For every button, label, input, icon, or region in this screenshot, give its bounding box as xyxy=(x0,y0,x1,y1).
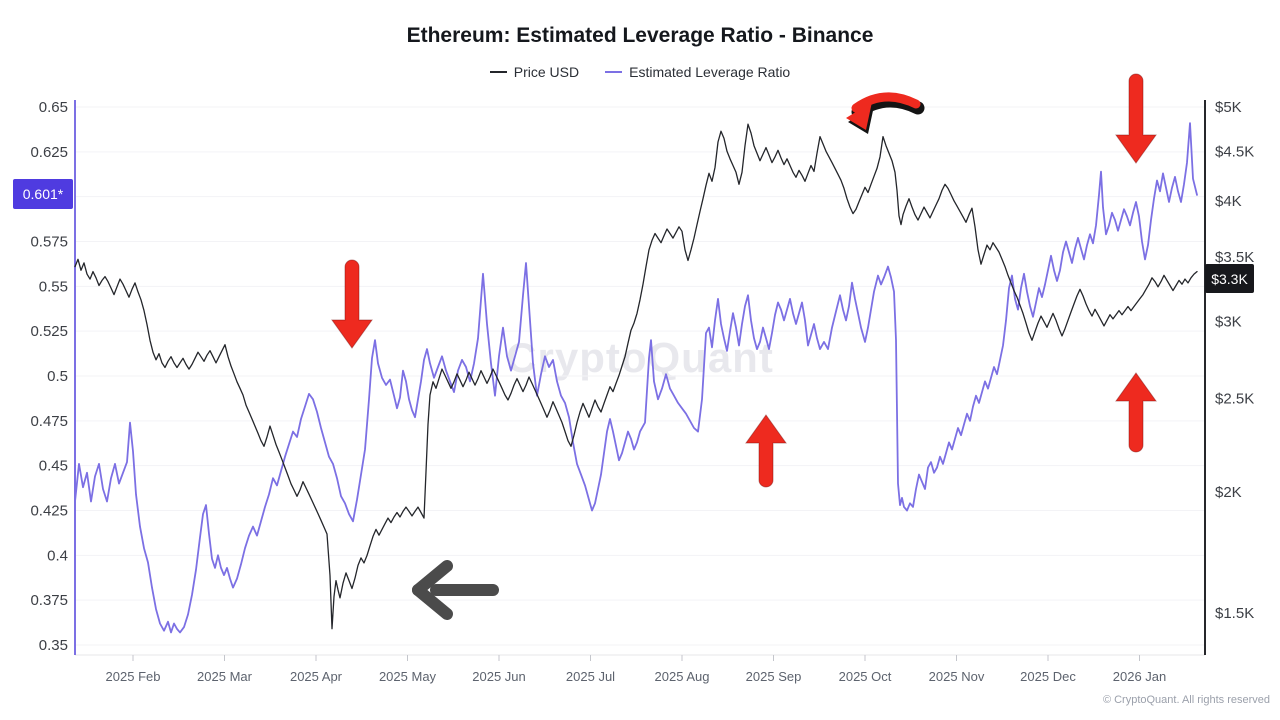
estimated-leverage-ratio-line xyxy=(74,122,1198,634)
month-label: 2025 Oct xyxy=(839,669,892,684)
month-label: 2025 Apr xyxy=(290,669,343,684)
month-label: 2025 Aug xyxy=(655,669,710,684)
red-curved-arrow-august-head xyxy=(846,102,872,130)
legend-label-price-usd: Price USD xyxy=(513,64,580,80)
left-axis-tick-label: 0.425 xyxy=(30,503,68,520)
month-label: 2025 Dec xyxy=(1020,669,1076,684)
month-label: 2025 Nov xyxy=(929,669,985,684)
month-label: 2025 Jun xyxy=(472,669,526,684)
right-axis-tick-label: $1.5K xyxy=(1215,605,1254,622)
right-axis-tick-label: $3K xyxy=(1215,314,1242,331)
month-label: 2026 Jan xyxy=(1113,669,1167,684)
red-up-arrow-september xyxy=(745,414,787,488)
left-axis-tick-label: 0.4 xyxy=(47,547,68,564)
red-up-arrow-december xyxy=(1115,372,1157,453)
right-axis-tick-label: $5K xyxy=(1215,99,1242,116)
left-axis-tick-label: 0.375 xyxy=(30,592,68,609)
left-axis-tick-label: 0.625 xyxy=(30,144,68,161)
left-axis-tick-label: 0.475 xyxy=(30,413,68,430)
leverage-current-value-badge: 0.601* xyxy=(13,179,73,209)
legend-item-leverage-ratio[interactable]: Estimated Leverage Ratio xyxy=(605,64,790,80)
right-axis-tick-label: $4.5K xyxy=(1215,143,1254,160)
left-axis-tick-label: 0.5 xyxy=(47,368,68,385)
month-label: 2025 Sep xyxy=(746,669,802,684)
left-axis-tick-label: 0.575 xyxy=(30,234,68,251)
chart-title: Ethereum: Estimated Leverage Ratio - Bin… xyxy=(406,24,874,47)
month-label: 2025 May xyxy=(379,669,437,684)
right-axis-tick-label: $3.5K xyxy=(1215,249,1254,266)
right-axis-tick-label: $2K xyxy=(1215,484,1242,501)
copyright-notice: © CryptoQuant. All rights reserved xyxy=(1102,694,1270,706)
red-down-arrow-april xyxy=(331,259,373,349)
legend-label-leverage-ratio: Estimated Leverage Ratio xyxy=(629,64,791,80)
price-usd-line xyxy=(74,123,1198,630)
price-line-swatch xyxy=(489,71,507,73)
month-label: 2025 Feb xyxy=(106,669,161,684)
red-down-arrow-january xyxy=(1115,73,1157,164)
gray-left-arrow-may xyxy=(412,560,499,620)
legend-item-price-usd[interactable]: Price USD xyxy=(489,64,580,80)
price-current-value-badge: $3.3K xyxy=(1205,264,1254,293)
right-axis-tick-label: $4K xyxy=(1215,193,1242,210)
left-axis-tick-label: 0.65 xyxy=(39,99,68,116)
red-curved-arrow-august xyxy=(851,92,921,113)
left-axis-tick-label: 0.55 xyxy=(39,278,68,295)
month-label: 2025 Jul xyxy=(566,669,615,684)
left-axis-tick-label: 0.525 xyxy=(30,323,68,340)
right-axis-tick-label: $2.5K xyxy=(1215,390,1254,407)
leverage-line-swatch xyxy=(605,71,623,73)
left-axis-tick-label: 0.35 xyxy=(39,637,68,654)
legend: Price USD Estimated Leverage Ratio xyxy=(0,64,1280,80)
left-axis-tick-label: 0.45 xyxy=(39,458,68,475)
month-label: 2025 Mar xyxy=(197,669,253,684)
